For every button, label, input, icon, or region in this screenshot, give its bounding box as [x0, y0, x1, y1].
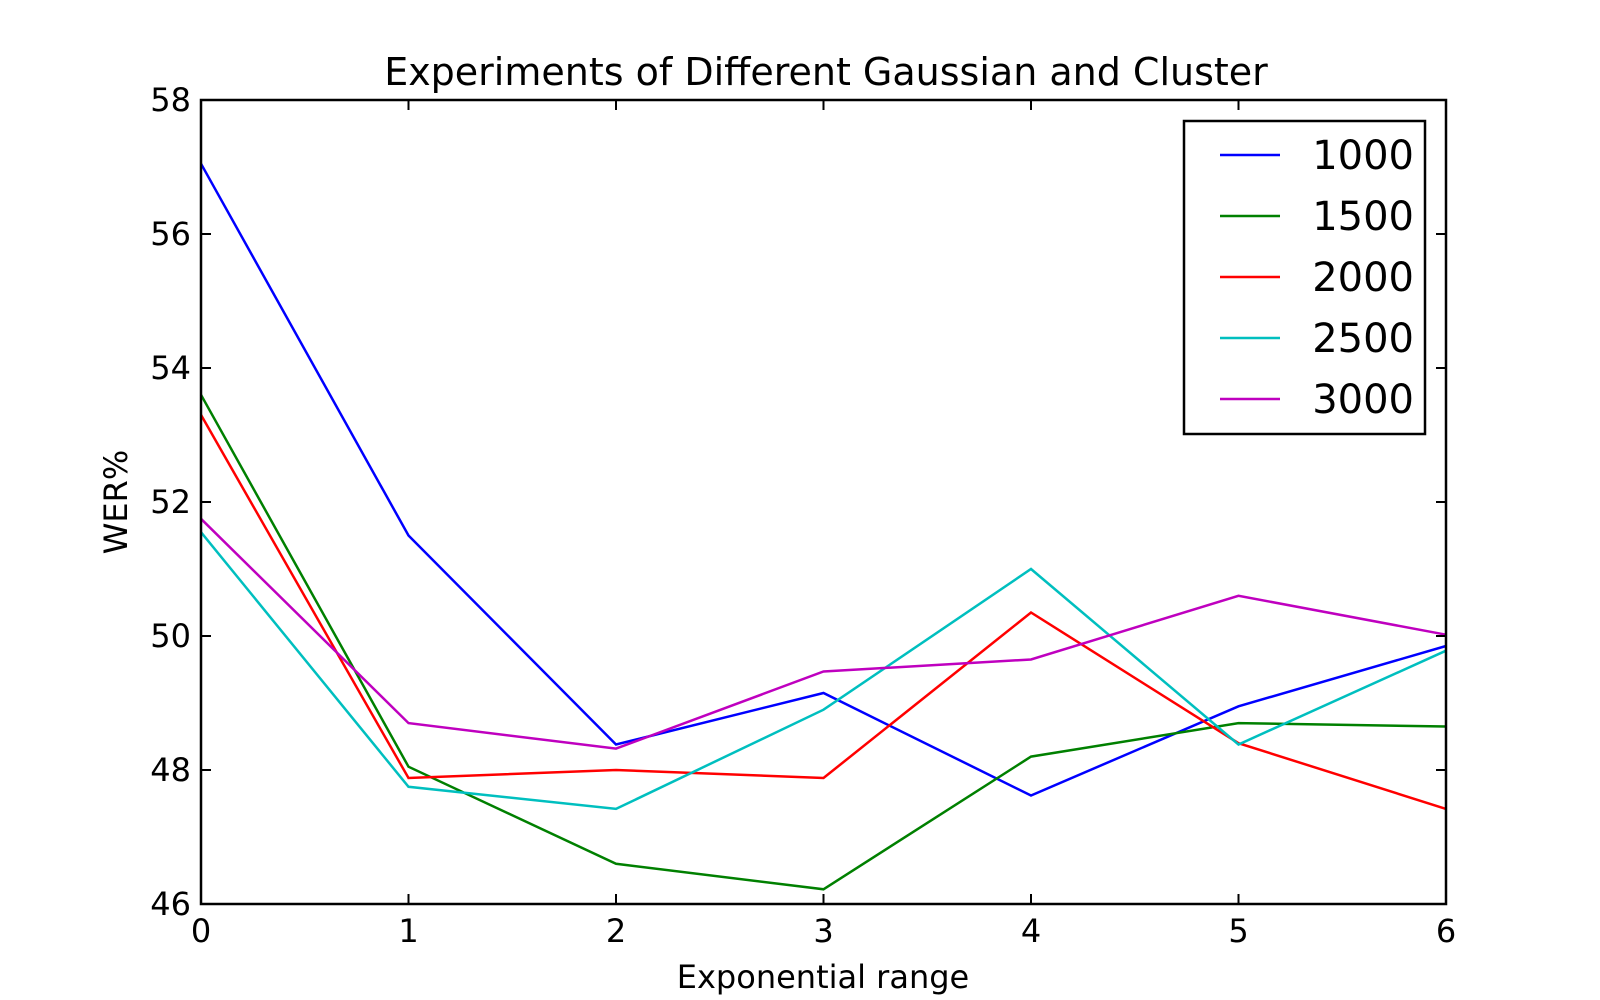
legend-items: 1000 1500 2000 2500 3000 [1220, 133, 1414, 423]
legend-label-1500: 1500 [1312, 194, 1414, 240]
series-layer [199, 163, 1447, 891]
series-line-3000 [200, 517, 1447, 750]
legend-box [1182, 119, 1427, 436]
x-tick-label: 4 [1021, 912, 1041, 950]
series-line-2500 [200, 531, 1447, 811]
x-tick-label: 3 [813, 912, 833, 950]
x-tick-label: 1 [398, 912, 418, 950]
x-tick-label: 0 [191, 912, 211, 950]
y-tick-label: 46 [150, 885, 191, 923]
y-tick-label: 52 [150, 483, 191, 521]
x-tick-label: 5 [1228, 912, 1248, 950]
legend-label-2500: 2500 [1312, 316, 1414, 362]
y-tick-label: 48 [150, 751, 191, 789]
y-tick-label: 56 [150, 215, 191, 253]
legend: 1000 1500 2000 2500 3000 [1182, 119, 1427, 436]
y-tick-label: 50 [150, 617, 191, 655]
y-tick-label: 58 [150, 81, 191, 119]
x-tick-label: 6 [1436, 912, 1456, 950]
chart-title: Experiments of Different Gaussian and Cl… [384, 50, 1268, 94]
x-axis-label: Exponential range [677, 958, 969, 996]
x-tick-label: 2 [606, 912, 626, 950]
legend-label-2000: 2000 [1312, 255, 1414, 301]
series-line-1000 [199, 163, 1447, 797]
legend-label-1000: 1000 [1312, 133, 1414, 179]
series-line-1500 [199, 394, 1447, 891]
legend-label-3000: 3000 [1312, 377, 1414, 423]
y-tick-label: 54 [150, 349, 191, 387]
y-axis-label: WER% [97, 450, 135, 555]
series-line-2000 [199, 414, 1447, 811]
